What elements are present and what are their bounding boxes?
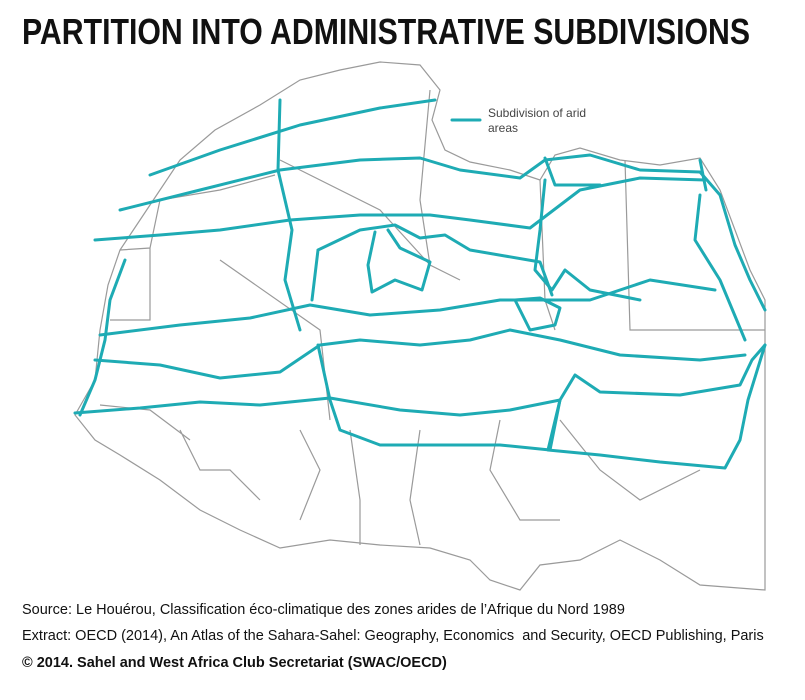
zone-line (310, 223, 554, 302)
copyright: © 2014. Sahel and West Africa Club Secre… (22, 655, 447, 671)
zone-line (73, 343, 767, 417)
zone-line (546, 343, 767, 470)
zone-line (93, 176, 707, 242)
zone-line (366, 228, 432, 294)
zone-line (513, 296, 562, 332)
source: Source: Le Houérou, Classification éco-c… (22, 602, 625, 618)
zone-line (98, 278, 717, 337)
zone-line (533, 178, 747, 342)
legend-label: Subdivision of arid (488, 106, 586, 120)
zone-line (316, 343, 562, 452)
extract: Extract: OECD (2014), An Atlas of the Sa… (22, 628, 764, 644)
zone-line (276, 98, 302, 332)
zone-lines (73, 98, 767, 470)
zone-line (78, 258, 127, 417)
zone-line (93, 328, 747, 380)
map: PARTITION INTO ADMINISTRATIVE SUBDIVISIO… (22, 11, 767, 591)
zone-line (148, 98, 437, 177)
legend-label: areas (488, 121, 518, 135)
title: PARTITION INTO ADMINISTRATIVE SUBDIVISIO… (22, 11, 750, 52)
coastline (74, 61, 766, 591)
zone-line (543, 156, 708, 192)
